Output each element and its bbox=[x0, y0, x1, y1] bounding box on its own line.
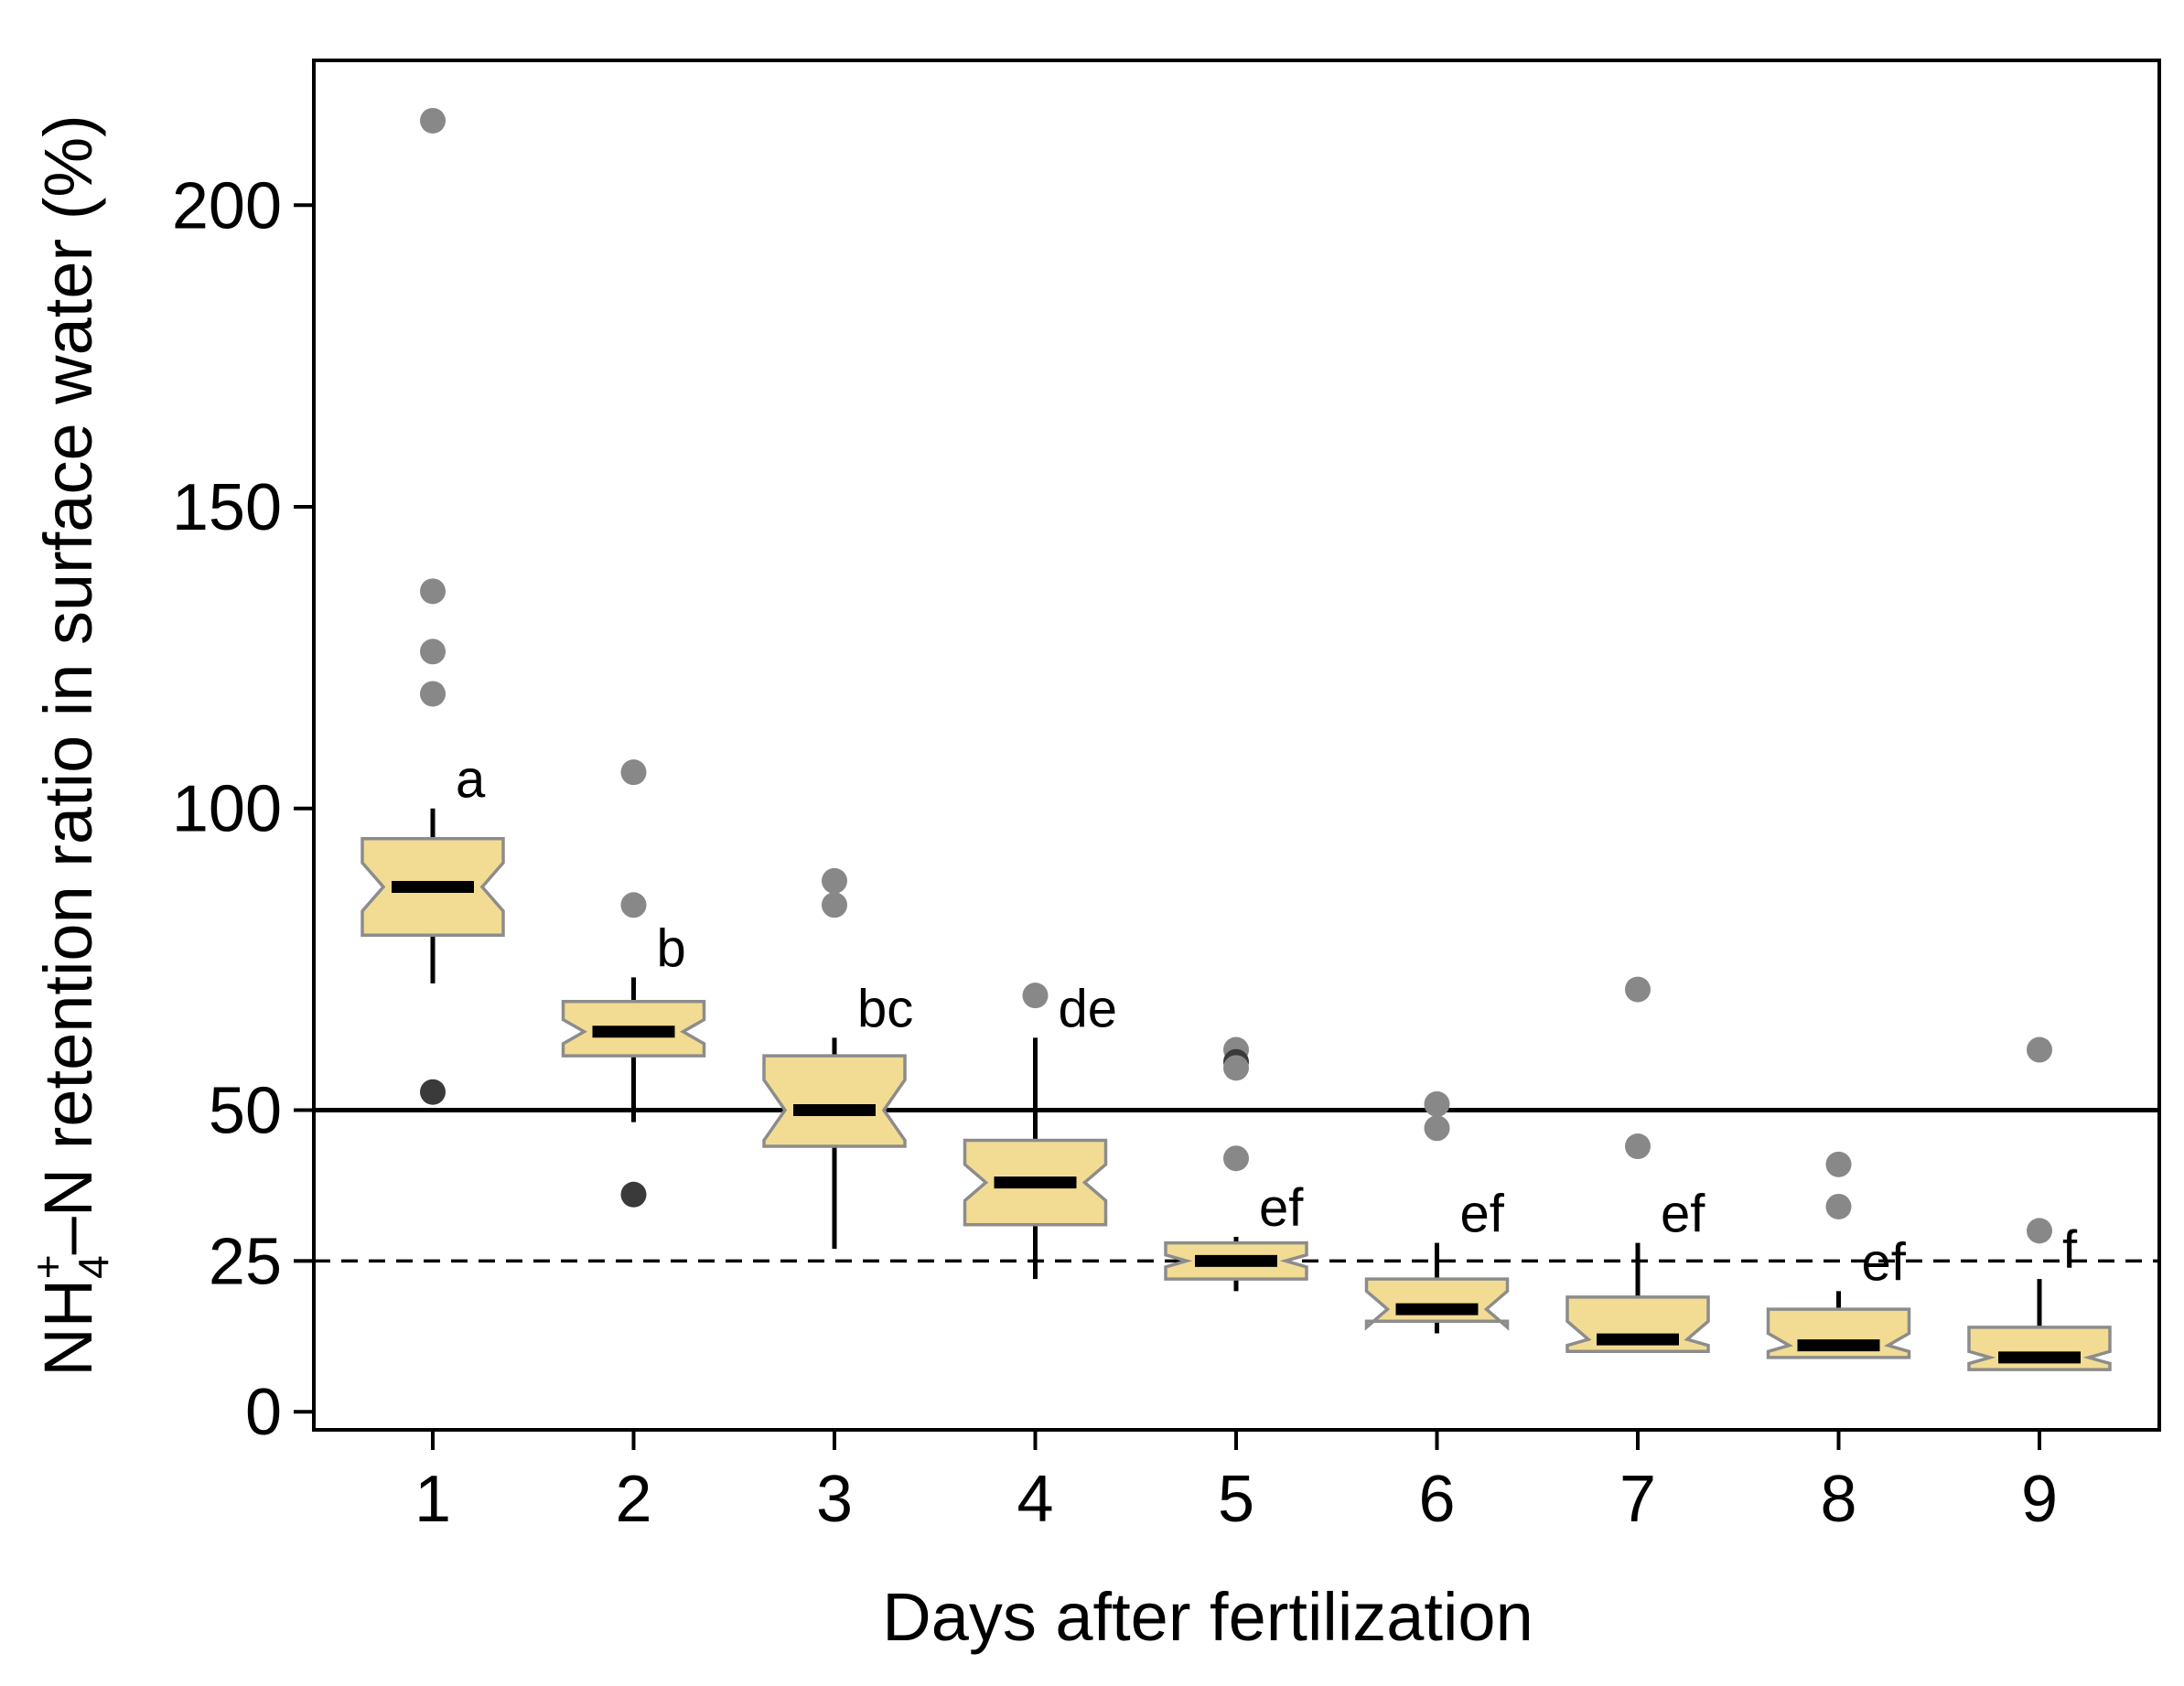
significance-letter-day-2: b bbox=[657, 918, 686, 978]
outlier-point bbox=[2027, 1218, 2052, 1244]
significance-letter-day-5: ef bbox=[1259, 1178, 1304, 1238]
outlier-point bbox=[420, 639, 446, 665]
y-axis-ticks: 0 25 50 100 150 200 bbox=[172, 169, 314, 1449]
x-tick-label: 4 bbox=[1017, 1463, 1053, 1536]
y-axis-title-subscript: 4 bbox=[70, 1255, 117, 1279]
y-tick-label: 200 bbox=[172, 169, 282, 242]
outlier-point bbox=[620, 892, 647, 918]
reference-lines bbox=[314, 1107, 2159, 1263]
outlier-point bbox=[420, 578, 446, 605]
significance-letter-day-8: ef bbox=[1862, 1232, 1907, 1292]
x-tick-label: 6 bbox=[1418, 1463, 1455, 1536]
x-tick-label: 2 bbox=[615, 1463, 651, 1536]
y-axis-title-suffix: –N retention ratio in surface water (%) bbox=[30, 114, 106, 1254]
outlier-point bbox=[1825, 1193, 1852, 1219]
x-axis-title: Days after fertilization bbox=[882, 1579, 1533, 1655]
y-axis-title-superscript: + bbox=[24, 1254, 71, 1279]
outliers bbox=[420, 107, 2052, 1244]
x-tick-label: 1 bbox=[414, 1463, 451, 1536]
outlier-point bbox=[420, 681, 446, 707]
outlier-point bbox=[1625, 976, 1651, 1003]
outlier-point bbox=[420, 107, 446, 134]
outlier-point bbox=[620, 759, 647, 786]
outlier-point bbox=[1825, 1151, 1852, 1177]
x-tick-label: 3 bbox=[816, 1463, 853, 1536]
significance-letter-day-1: a bbox=[456, 750, 486, 810]
outlier-point bbox=[2027, 1036, 2052, 1063]
outlier-point bbox=[1223, 1055, 1249, 1081]
y-tick-label: 100 bbox=[172, 773, 282, 846]
outlier-point bbox=[420, 1079, 446, 1105]
x-axis-ticks: 1 2 3 4 5 6 7 8 9 bbox=[414, 1430, 2058, 1536]
outlier-point bbox=[1424, 1115, 1450, 1142]
y-tick-label: 50 bbox=[209, 1074, 282, 1147]
outlier-point bbox=[822, 867, 847, 894]
box-day-3 bbox=[762, 1054, 907, 1148]
outlier-point bbox=[620, 1181, 647, 1208]
y-tick-label: 150 bbox=[172, 471, 282, 544]
box-day-6 bbox=[1364, 1277, 1510, 1331]
significance-letters: a b bc de ef ef ef ef f bbox=[456, 750, 2078, 1293]
y-tick-label: 25 bbox=[209, 1225, 282, 1298]
plot-panel bbox=[312, 59, 2161, 1432]
outlier-point bbox=[1625, 1133, 1651, 1160]
significance-letter-day-4: de bbox=[1059, 979, 1118, 1038]
x-tick-label: 8 bbox=[1820, 1463, 1856, 1536]
y-axis-title-prefix: NH bbox=[30, 1279, 106, 1377]
x-tick-label: 7 bbox=[1619, 1463, 1656, 1536]
boxes bbox=[360, 836, 2112, 1371]
outlier-point bbox=[1022, 983, 1049, 1009]
significance-letter-day-6: ef bbox=[1460, 1185, 1505, 1244]
y-tick-label: 0 bbox=[245, 1376, 282, 1449]
x-tick-label: 9 bbox=[2021, 1463, 2058, 1536]
x-tick-label: 5 bbox=[1218, 1463, 1254, 1536]
significance-letter-day-3: bc bbox=[857, 979, 913, 1038]
outlier-point bbox=[1424, 1090, 1450, 1117]
outlier-point bbox=[822, 892, 847, 918]
y-axis-title: NH4+–N retention ratio in surface water … bbox=[24, 114, 117, 1377]
significance-letter-day-7: ef bbox=[1661, 1185, 1705, 1244]
outlier-point bbox=[1223, 1145, 1249, 1172]
significance-letter-day-9: f bbox=[2062, 1220, 2078, 1280]
